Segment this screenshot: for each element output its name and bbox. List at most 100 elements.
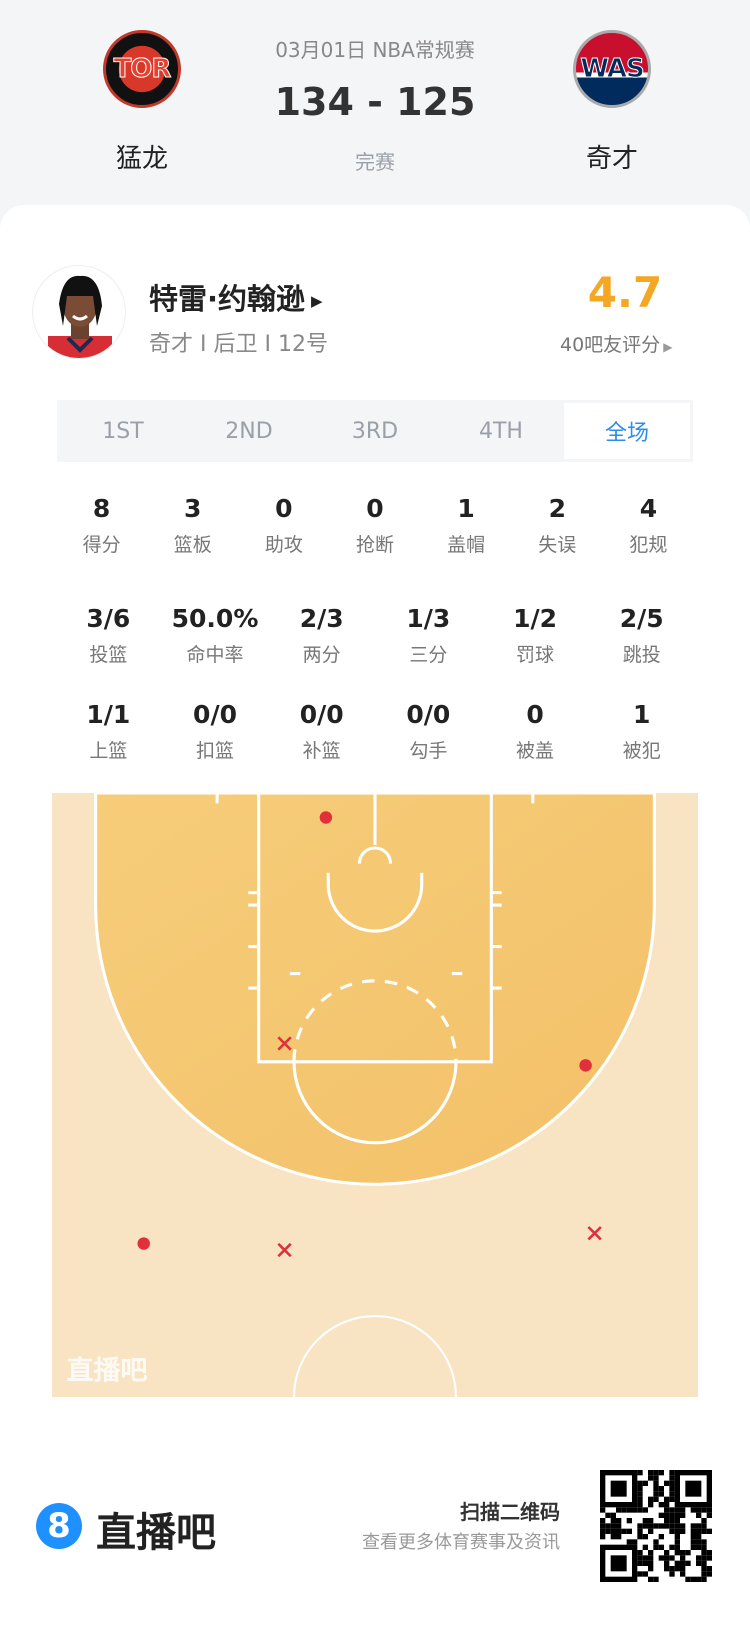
stat-label: 被犯 — [622, 740, 661, 762]
stat-label: 盖帽 — [447, 534, 486, 556]
stat-label: 抢断 — [355, 534, 394, 556]
rating-label: 40吧友评分 — [560, 334, 661, 356]
stat-item: 0 被盖 — [482, 700, 589, 763]
stat-value: 2/5 — [619, 604, 664, 633]
rating-link[interactable]: 40吧友评分 ▶ — [560, 330, 710, 357]
scan-qr-title: 扫描二维码 — [460, 1500, 560, 1524]
stat-item: 8 得分 — [56, 494, 147, 557]
stat-item: 0/0 扣篮 — [162, 700, 269, 763]
stat-label: 篮板 — [173, 534, 212, 556]
stat-label: 跳投 — [622, 644, 661, 666]
home-team-name: 猛龙 — [115, 144, 168, 174]
stats-row-shot-types: 1/1 上篮 0/0 扣篮 0/0 补篮 0/0 勾手 0 被盖 1 被犯 — [55, 700, 695, 763]
player-avatar[interactable] — [32, 265, 126, 359]
stat-item: 0 助攻 — [238, 494, 329, 557]
away-abbr: WAS — [580, 54, 645, 85]
stat-value: 1 — [632, 700, 651, 729]
tab-1st[interactable]: 1ST — [102, 418, 144, 444]
stats-row-shooting: 3/6 投篮 50.0% 命中率 2/3 两分 1/3 三分 1/2 罚球 2/5 跳投 — [55, 604, 695, 667]
period-tabs: 1ST 2ND 3RD 4TH 全场 — [57, 400, 693, 462]
stat-label: 上篮 — [89, 740, 128, 762]
stat-item: 1 盖帽 — [421, 494, 512, 557]
stat-value: 0 — [526, 700, 544, 729]
tab-4th[interactable]: 4TH — [479, 418, 523, 444]
home-team-logo[interactable]: TOR — [103, 30, 181, 108]
half-court-circle — [292, 1315, 458, 1397]
match-status: 完赛 — [355, 150, 395, 174]
lane-hash-marks — [248, 891, 502, 990]
stat-label: 扣篮 — [196, 740, 235, 762]
stat-label: 投篮 — [89, 644, 128, 666]
stat-item: 50.0% 命中率 — [162, 604, 269, 667]
stat-item: 0/0 勾手 — [375, 700, 482, 763]
stat-label: 助攻 — [264, 534, 303, 556]
stat-value: 0 — [366, 494, 384, 523]
free-throw-circle-bottom — [292, 1061, 458, 1145]
shot-made-marker — [579, 1059, 592, 1072]
stat-value: 4 — [639, 494, 658, 523]
stat-value: 0/0 — [406, 700, 451, 729]
stats-row-basic: 8 得分 3 篮板 0 助攻 0 抢断 1 盖帽 2 失误 4 犯规 — [56, 494, 694, 557]
player-name: 特雷·约翰逊 — [149, 282, 306, 316]
player-photo-icon — [48, 275, 112, 358]
stat-label: 两分 — [302, 644, 341, 666]
stat-label: 三分 — [409, 644, 448, 666]
stat-item: 4 犯规 — [603, 494, 694, 557]
stat-label: 犯规 — [629, 534, 668, 556]
shot-missed-marker — [277, 1242, 292, 1258]
free-throw-circle-top — [292, 979, 458, 1062]
stat-value: 1/3 — [406, 604, 451, 633]
match-score: 134 - 125 — [274, 80, 476, 124]
stat-value: 1/1 — [86, 700, 131, 729]
stat-value: 0/0 — [299, 700, 344, 729]
stat-label: 被盖 — [516, 740, 555, 762]
stat-item: 1/3 三分 — [375, 604, 482, 667]
home-abbr: TOR — [113, 54, 172, 85]
stat-value: 0/0 — [193, 700, 237, 729]
stat-item: 2/3 两分 — [268, 604, 375, 667]
stat-item: 3 篮板 — [147, 494, 238, 557]
shot-made-marker — [137, 1237, 150, 1250]
player-name-link[interactable]: 特雷·约翰逊 ▶ — [149, 276, 323, 318]
tab-full-game[interactable]: 全场 — [564, 403, 690, 459]
match-date-league: 03月01日 NBA常规赛 — [275, 38, 475, 62]
stat-value: 8 — [92, 494, 111, 523]
brand-logo-icon: 8 — [36, 1503, 82, 1549]
three-point-line — [94, 793, 656, 1186]
stat-label: 罚球 — [516, 644, 555, 666]
shot-chart-court: 直播吧 — [52, 793, 698, 1397]
brand-name: 直播吧 — [96, 1510, 216, 1556]
shot-missed-marker — [587, 1226, 602, 1241]
scan-qr-subtitle: 查看更多体育赛事及资讯 — [362, 1532, 560, 1553]
tab-2nd[interactable]: 2ND — [225, 418, 273, 444]
chevron-right-icon: ▶ — [311, 292, 323, 310]
stat-value: 1 — [457, 494, 475, 523]
stat-label: 得分 — [82, 534, 121, 556]
stat-item: 1 被犯 — [588, 700, 695, 763]
stat-label: 勾手 — [409, 740, 448, 762]
tab-3rd[interactable]: 3RD — [351, 418, 399, 444]
stat-value: 0 — [275, 494, 293, 523]
restricted-area — [326, 872, 424, 933]
stat-value: 2 — [548, 494, 566, 523]
stat-label: 补篮 — [302, 740, 341, 762]
stat-item: 3/6 投篮 — [55, 604, 162, 667]
stat-item: 1/1 上篮 — [55, 700, 162, 763]
stat-value: 3/6 — [86, 604, 131, 633]
stat-value: 2/3 — [299, 604, 344, 633]
stat-item: 2/5 跳投 — [588, 604, 695, 667]
away-team-name: 奇才 — [585, 144, 638, 174]
stat-value: 50.0% — [171, 604, 259, 633]
away-team-logo[interactable]: WAS — [573, 30, 651, 108]
player-info: 奇才 I 后卫 I 12号 — [149, 332, 328, 357]
stat-item: 1/2 罚球 — [482, 604, 589, 667]
qr-code[interactable] — [600, 1470, 712, 1582]
stat-value: 1/2 — [513, 604, 557, 633]
stat-value: 3 — [184, 494, 202, 523]
stat-item: 0/0 补篮 — [268, 700, 375, 763]
shot-missed-marker — [277, 1036, 292, 1051]
chevron-right-icon: ▶ — [663, 340, 673, 354]
player-rating: 4.7 — [587, 268, 663, 317]
rim — [357, 846, 393, 864]
shot-made-marker — [319, 811, 333, 824]
